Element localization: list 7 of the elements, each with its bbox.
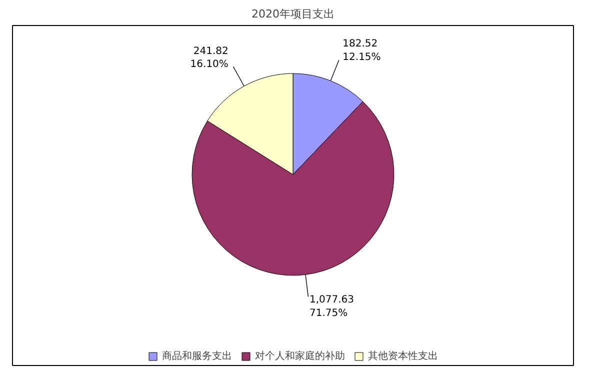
legend-label: 对个人和家庭的补助 bbox=[255, 350, 345, 363]
legend-label: 其他资本性支出 bbox=[368, 350, 438, 363]
data-label: 241.82 16.10% bbox=[190, 46, 228, 70]
data-label: 182.52 12.15% bbox=[342, 38, 381, 63]
chart-title: 2020年项目支出 bbox=[252, 8, 335, 20]
data-label: 1,077.63 71.75% bbox=[309, 294, 354, 319]
legend-label: 商品和服务支出 bbox=[162, 350, 232, 363]
